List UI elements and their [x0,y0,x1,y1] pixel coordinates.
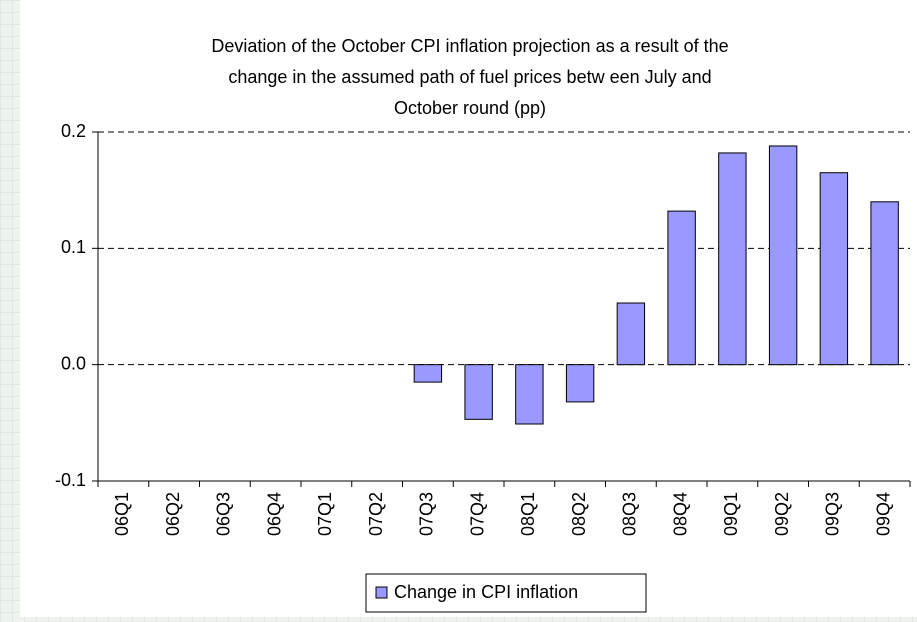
x-tick-label: 09Q1 [721,492,741,536]
x-tick-label: 09Q2 [772,492,792,536]
x-tick-label: 06Q4 [264,492,284,536]
x-tick-label: 08Q1 [518,492,538,536]
bar [565,364,595,403]
y-tick-label: 0.1 [61,237,86,257]
x-tick-label: 06Q3 [214,492,234,536]
bar [616,302,646,366]
bar [667,210,696,366]
x-tick-label: 09Q4 [873,492,893,536]
y-tick-label: -0.1 [55,470,86,490]
y-tick-label: 0.0 [61,353,86,373]
bar [464,364,493,420]
x-tick-label: 08Q3 [620,492,640,536]
bar [515,364,544,425]
x-tick-label: 07Q2 [366,492,386,536]
bar [718,152,747,366]
chart-title: Deviation of the October CPI inflation p… [211,36,728,56]
x-tick-label: 08Q4 [670,492,690,536]
legend-label: Change in CPI inflation [394,582,578,602]
chart-title: October round (pp) [394,98,546,118]
x-tick-label: 07Q3 [417,492,437,536]
bar [819,172,849,366]
chart-title: change in the assumed path of fuel price… [228,67,711,87]
bar [413,364,443,383]
x-tick-label: 09Q3 [823,492,843,536]
bar [768,145,798,366]
x-tick-label: 06Q1 [112,492,132,536]
x-tick-label: 08Q2 [569,492,589,536]
x-tick-label: 06Q2 [163,492,183,536]
y-tick-label: 0.2 [61,121,86,141]
bar [870,201,899,366]
legend-swatch [375,586,388,599]
x-tick-label: 07Q1 [315,492,335,536]
legend-box [365,573,647,613]
x-tick-label: 07Q4 [467,492,487,536]
chart-area [20,0,917,617]
